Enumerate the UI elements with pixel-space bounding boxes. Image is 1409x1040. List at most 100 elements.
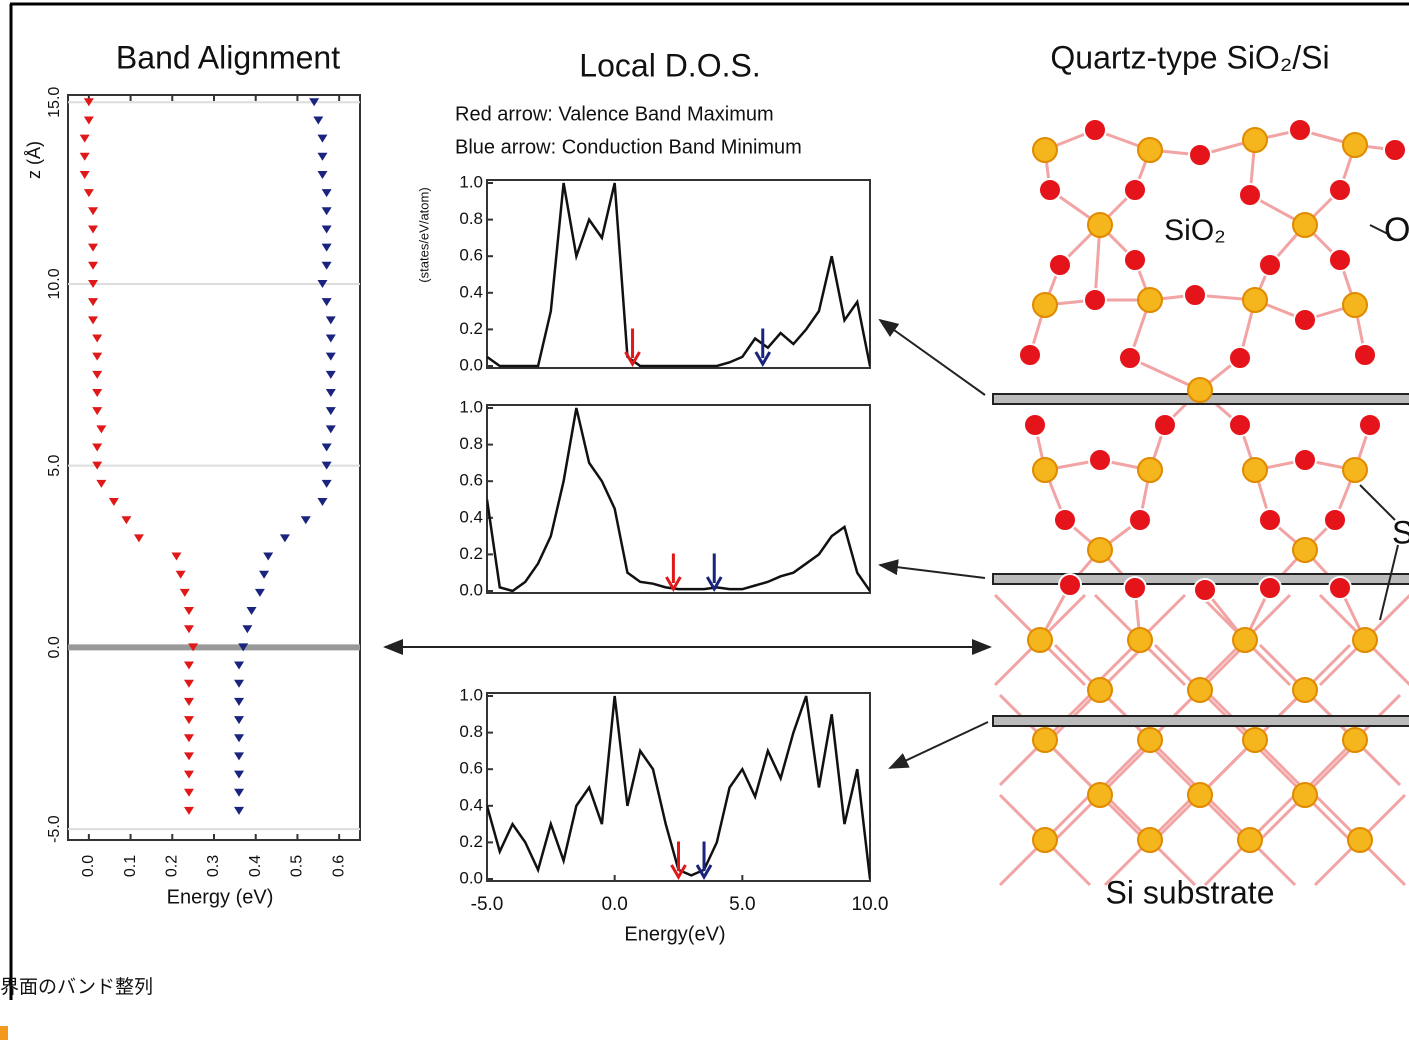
silicon-atom (1343, 293, 1367, 317)
silicon-atom (1343, 133, 1367, 157)
page: 界面のバンド整列 Quartz-type SiO₂/Si SiO₂ O Si S… (0, 0, 1409, 1040)
data-point (322, 444, 332, 452)
link-arrow (890, 722, 988, 768)
silicon-atom (1293, 783, 1317, 807)
data-point (234, 662, 244, 670)
oxygen-atom (1154, 414, 1176, 436)
data-point (184, 680, 194, 688)
silicon-atom (1293, 678, 1317, 702)
data-point (247, 607, 257, 615)
plot-frame (68, 95, 360, 840)
data-point (180, 589, 190, 597)
corner-icon (0, 1026, 8, 1040)
dos-line (487, 183, 870, 366)
data-point (234, 771, 244, 779)
x-tick-label: 0.4 (247, 855, 264, 877)
y-tick-label: 15.0 (46, 87, 63, 118)
data-point (322, 207, 332, 215)
silicon-atom (1343, 458, 1367, 482)
x-tick-label: 0.6 (330, 855, 347, 877)
link-arrow (880, 565, 985, 578)
y-axis-label: (states/eV/atom) (416, 187, 431, 282)
cbm-arrow (707, 554, 721, 589)
y-tick-label: 0.6 (459, 471, 483, 490)
data-point (326, 389, 336, 397)
y-tick-label: 0.8 (459, 722, 483, 741)
data-point (322, 189, 332, 197)
y-tick-label: 0.8 (459, 434, 483, 453)
silicon-atom (1348, 828, 1372, 852)
data-point (88, 207, 98, 215)
y-tick-label: -5.0 (46, 815, 63, 843)
data-point (322, 298, 332, 306)
oxygen-atom (1124, 179, 1146, 201)
data-point (322, 262, 332, 270)
structure-label: Si substrate (1106, 874, 1275, 910)
chart-title: Band Alignment (116, 39, 340, 75)
oxygen-atom (1059, 574, 1081, 596)
data-point (184, 771, 194, 779)
plot-frame (487, 405, 870, 593)
y-tick-label: 0.6 (459, 759, 483, 778)
link-arrow (880, 320, 985, 395)
data-point (263, 553, 273, 561)
oxygen-atom (1054, 509, 1076, 531)
silicon-atom (1088, 213, 1112, 237)
y-tick-label: 0.4 (459, 282, 483, 301)
y-tick-label: 0.2 (459, 544, 483, 563)
data-point (96, 480, 106, 488)
data-point (326, 316, 336, 324)
data-point (242, 625, 252, 633)
x-tick-label: 0.5 (289, 855, 306, 877)
figure: 界面のバンド整列 Quartz-type SiO₂/Si SiO₂ O Si S… (0, 0, 1409, 1040)
data-point (322, 244, 332, 252)
silicon-atom (1243, 128, 1267, 152)
y-tick-label: 1.0 (459, 172, 483, 191)
data-point (84, 116, 94, 124)
oxygen-atom (1259, 577, 1281, 599)
data-point (80, 153, 90, 161)
y-tick-label: 0.6 (459, 246, 483, 265)
silicon-atom (1033, 138, 1057, 162)
silicon-atom (1243, 728, 1267, 752)
silicon-atom (1243, 288, 1267, 312)
oxygen-atom (1184, 284, 1206, 306)
data-point (88, 316, 98, 324)
data-point (317, 153, 327, 161)
oxygen-atom (1329, 577, 1351, 599)
silicon-atom (1088, 783, 1112, 807)
silicon-atom (1343, 728, 1367, 752)
oxygen-atom (1294, 309, 1316, 331)
data-point (184, 625, 194, 633)
x-tick-label: 0.0 (80, 855, 97, 877)
y-tick-label: 1.0 (459, 685, 483, 704)
silicon-atom (1243, 458, 1267, 482)
x-tick-label: 5.0 (729, 894, 755, 915)
data-point (234, 752, 244, 760)
oxygen-atom (1084, 289, 1106, 311)
data-point (234, 734, 244, 742)
structure-label: O (1384, 211, 1409, 249)
data-point (171, 553, 181, 561)
y-tick-label: 1.0 (459, 397, 483, 416)
silicon-atom (1238, 828, 1262, 852)
data-point (92, 371, 102, 379)
y-tick-label: 0.4 (459, 507, 483, 526)
oxygen-atom (1089, 449, 1111, 471)
data-point (88, 244, 98, 252)
oxygen-atom (1239, 184, 1261, 206)
silicon-atom (1088, 678, 1112, 702)
silicon-atom (1353, 628, 1377, 652)
silicon-atom (1138, 288, 1162, 312)
x-axis-label: Energy (eV) (167, 886, 274, 908)
data-point (92, 353, 102, 361)
data-point (184, 789, 194, 797)
oxygen-atom (1124, 577, 1146, 599)
y-tick-label: 0.2 (459, 832, 483, 851)
silicon-atom (1293, 538, 1317, 562)
data-point (326, 407, 336, 415)
silicon-atom (1033, 728, 1057, 752)
data-point (92, 389, 102, 397)
oxygen-atom (1019, 344, 1041, 366)
oxygen-atom (1384, 139, 1406, 161)
